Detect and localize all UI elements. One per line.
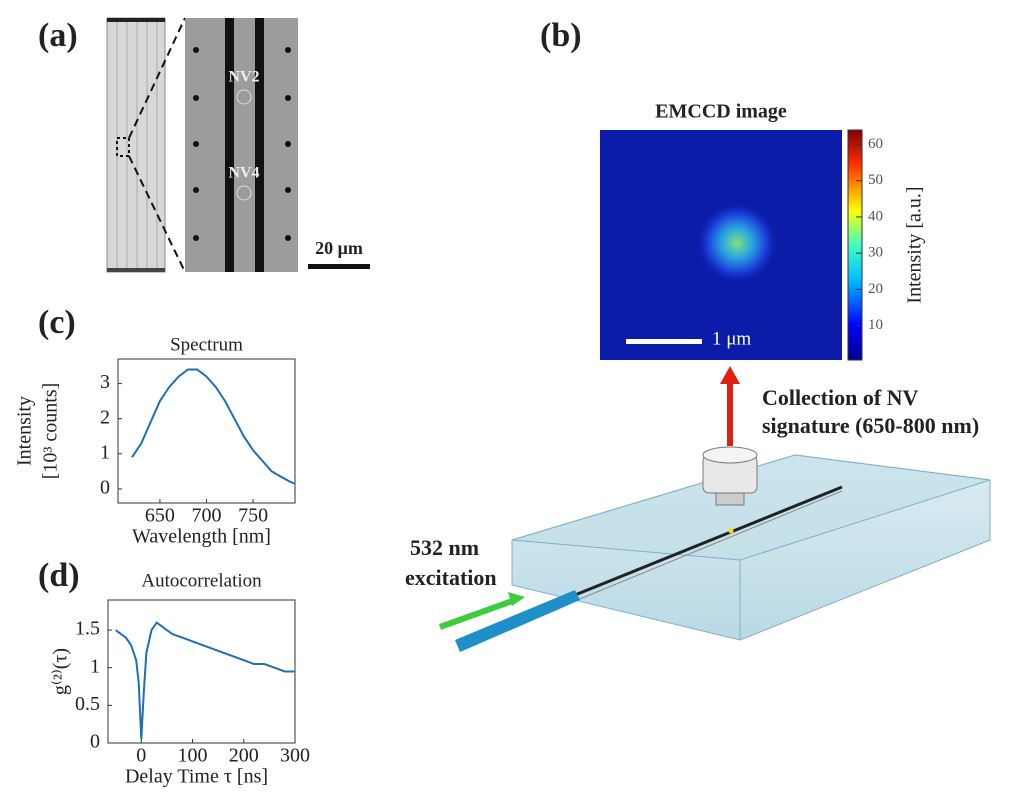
colorbar-tick-label: 50 bbox=[868, 172, 883, 188]
excitation-text: excitation bbox=[405, 565, 497, 590]
data-line bbox=[131, 368, 296, 485]
y-tick-label: 0 bbox=[100, 477, 110, 499]
panel-label: (c) bbox=[38, 304, 76, 341]
x-tick-label: 700 bbox=[192, 505, 222, 527]
x-axis-label: Wavelength [nm] bbox=[132, 526, 271, 548]
scale-bar-label: 20 μm bbox=[315, 238, 363, 258]
scale-bar bbox=[308, 264, 370, 269]
zoom-image bbox=[185, 18, 298, 272]
data-line bbox=[115, 621, 295, 740]
plot-frame bbox=[107, 599, 296, 744]
x-tick-label: 0 bbox=[136, 745, 146, 767]
plot-frame bbox=[117, 358, 296, 504]
panel-label: (b) bbox=[540, 17, 582, 54]
waveguide-illustration bbox=[438, 366, 991, 652]
chart-title: Autocorrelation bbox=[141, 570, 262, 591]
colorbar bbox=[847, 129, 863, 361]
y-tick-label: 2 bbox=[100, 406, 110, 428]
image-title: EMCCD image bbox=[655, 101, 787, 123]
y-tick-label: 1 bbox=[90, 655, 100, 677]
colorbar-tick-label: 60 bbox=[868, 136, 883, 152]
x-axis-label: Delay Time τ [ns] bbox=[125, 766, 268, 788]
colorbar-tick-label: 30 bbox=[868, 245, 883, 261]
annotation: NV2 bbox=[228, 69, 259, 86]
emccd-image bbox=[600, 130, 842, 360]
image-scale-label: 1 μm bbox=[712, 328, 751, 349]
collection-text: Collection of NV bbox=[762, 385, 919, 410]
chart-title: Spectrum bbox=[170, 334, 243, 355]
y-axis-label: Intensity bbox=[14, 396, 36, 466]
panel-label: (d) bbox=[38, 557, 80, 594]
y-tick-label: 1 bbox=[100, 441, 110, 463]
x-tick-label: 300 bbox=[280, 745, 310, 767]
colorbar-tick-label: 20 bbox=[868, 281, 883, 297]
y-axis-label: g⁽²⁾(τ) bbox=[50, 648, 72, 695]
colorbar-tick-label: 40 bbox=[868, 208, 883, 224]
colorbar-label: Intensity [a.u.] bbox=[904, 186, 926, 303]
x-tick-label: 750 bbox=[238, 505, 268, 527]
x-tick-label: 100 bbox=[178, 745, 208, 767]
x-tick-label: 200 bbox=[229, 745, 259, 767]
device-image bbox=[106, 17, 186, 273]
y-tick-label: 0.5 bbox=[75, 693, 100, 715]
panel-label: (a) bbox=[38, 17, 78, 54]
y-tick-label: 3 bbox=[100, 371, 110, 393]
excitation-text: 532 nm bbox=[410, 535, 479, 560]
collection-text: signature (650-800 nm) bbox=[762, 413, 979, 438]
y-tick-label: 0 bbox=[90, 731, 100, 753]
y-tick-label: 1.5 bbox=[75, 618, 100, 640]
annotation: NV4 bbox=[228, 165, 259, 182]
x-tick-label: 650 bbox=[145, 505, 175, 527]
y-axis-label: [10³ counts] bbox=[40, 383, 62, 480]
colorbar-tick-label: 10 bbox=[868, 317, 883, 333]
